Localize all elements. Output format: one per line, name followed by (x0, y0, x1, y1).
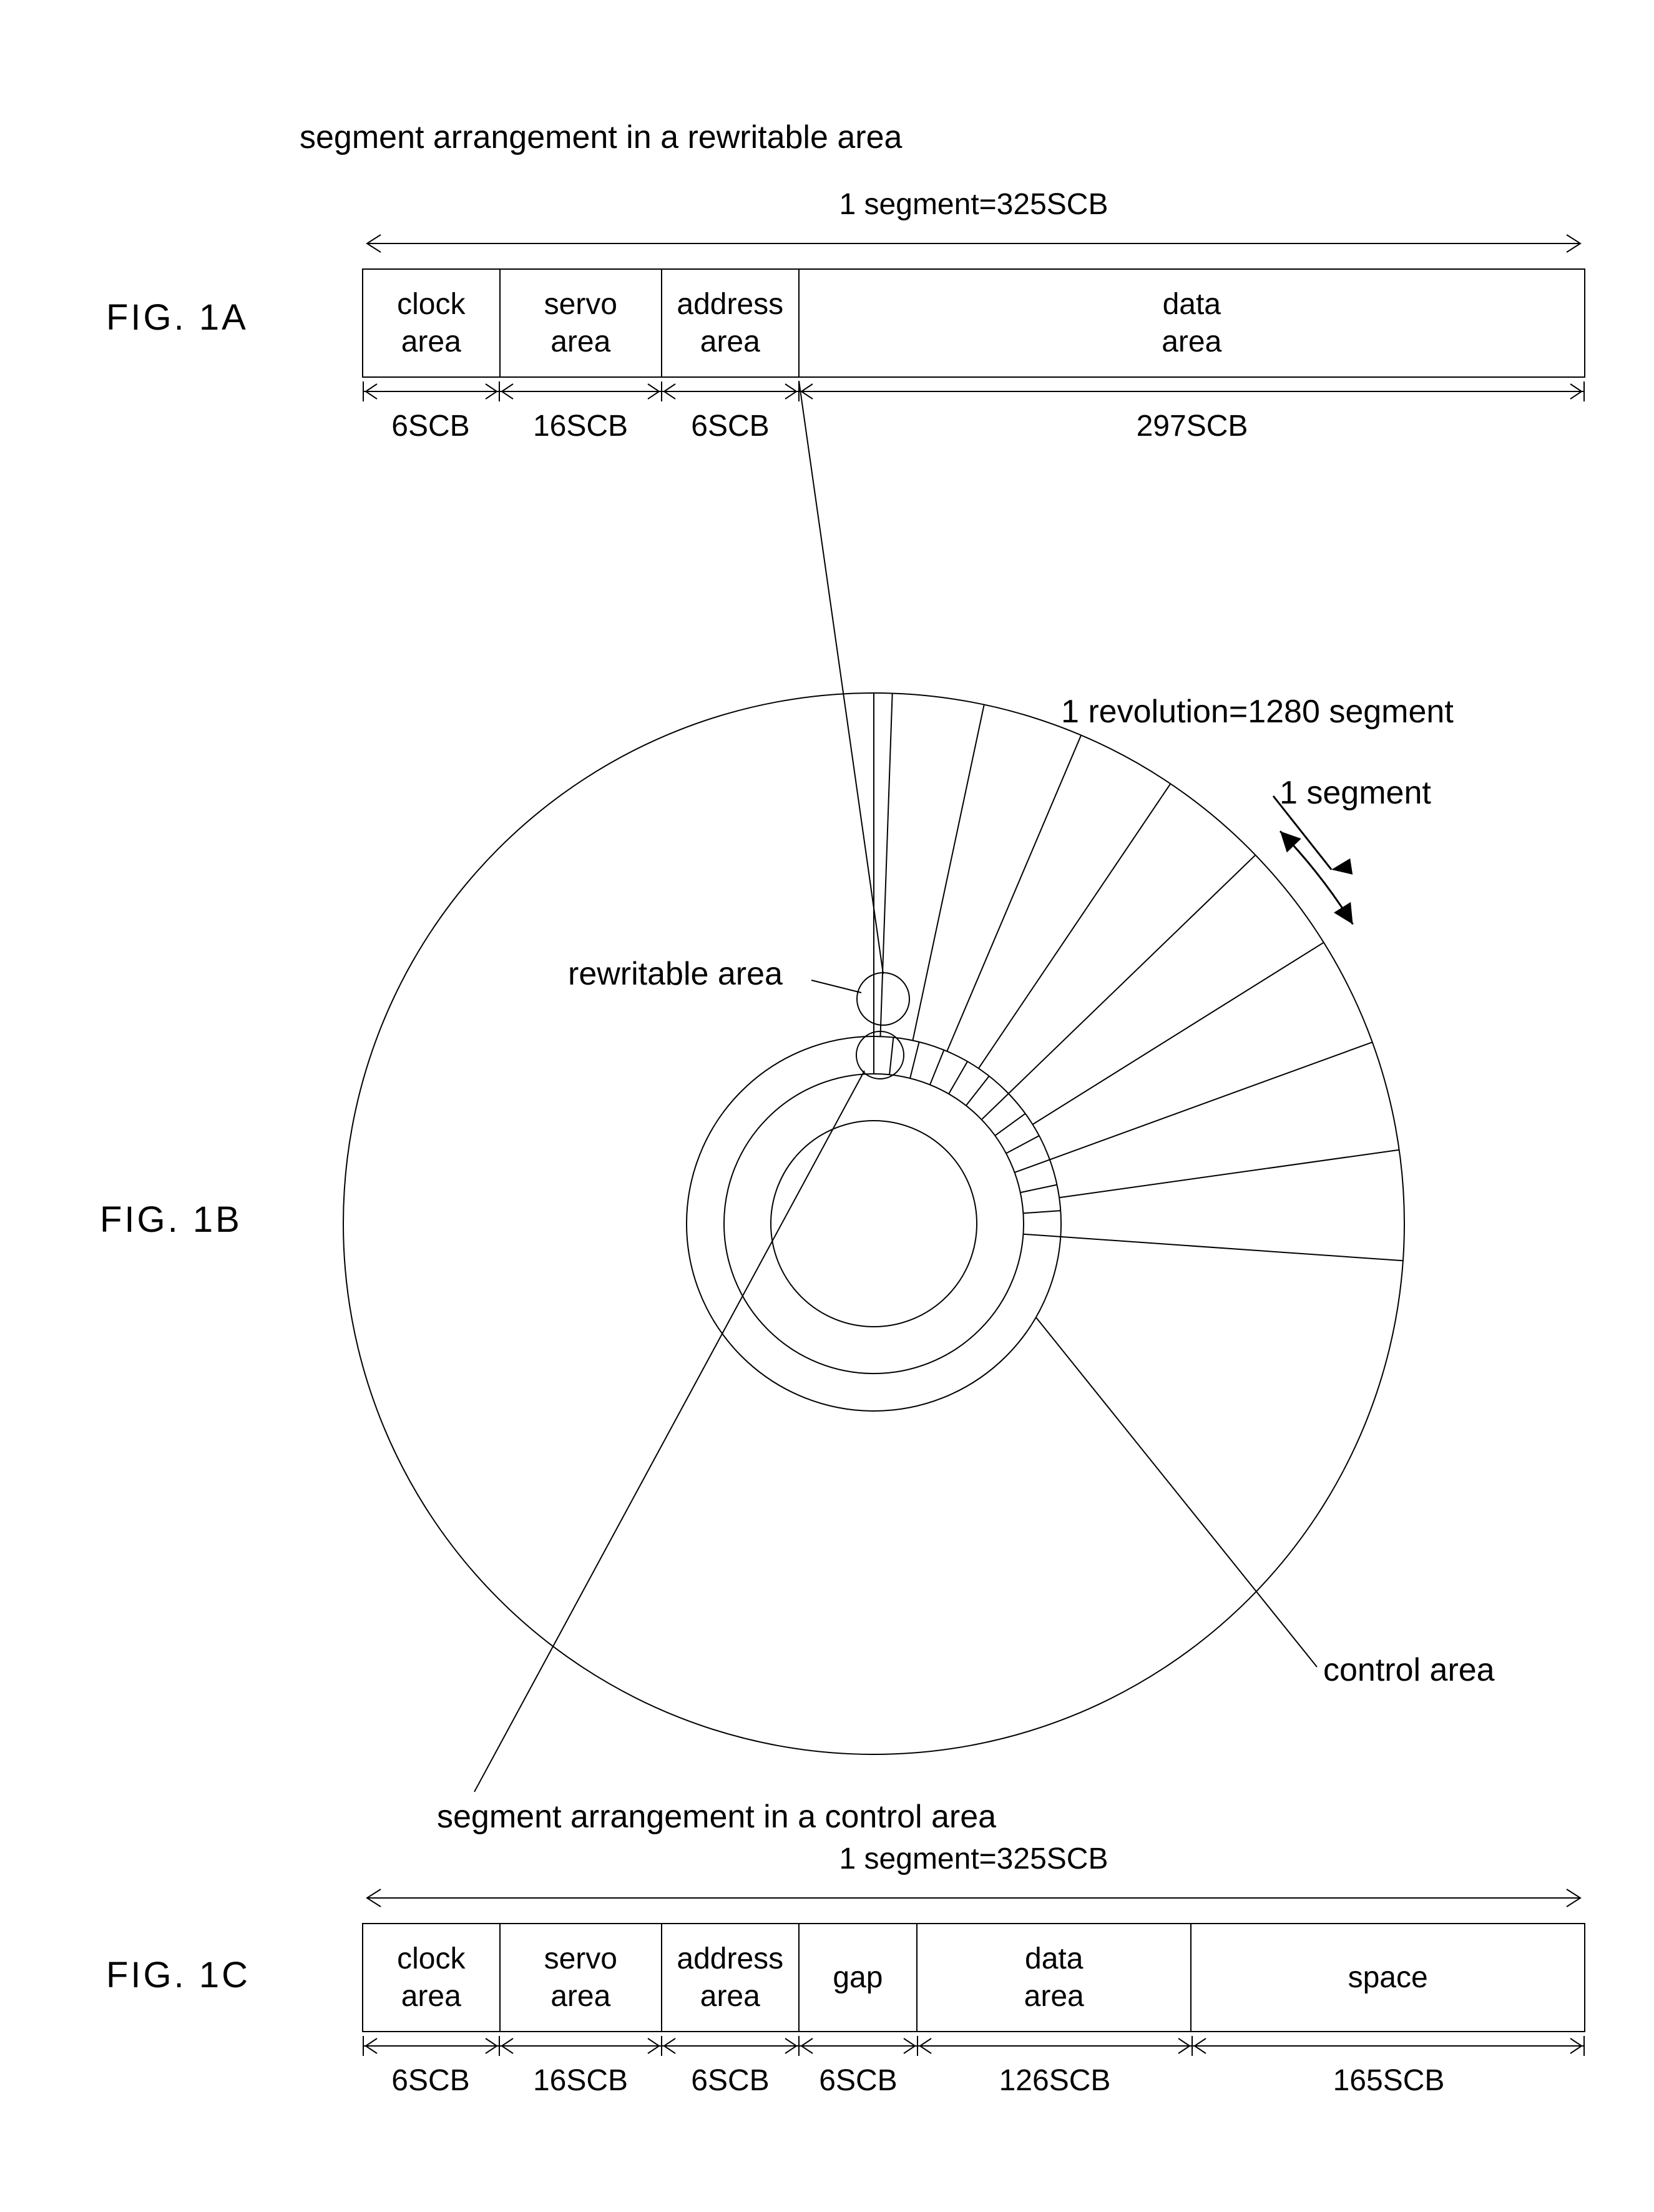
segment-cell: addressarea (662, 1924, 800, 2031)
cell-line2: area (401, 1978, 461, 2015)
scb-label: 126SCB (918, 2063, 1192, 2098)
cell-line1: space (1348, 1959, 1428, 1997)
figC-segment-table: clockareaservoareaaddressareagapdataarea… (362, 1923, 1585, 2032)
cell-line1: gap (833, 1959, 883, 1997)
scb-label: 6SCB (362, 2063, 499, 2098)
segment-label: 1 segment (1280, 774, 1431, 812)
cell-line2: area (551, 1978, 610, 2015)
cell-line1: clock (397, 1940, 465, 1978)
figC-caption: segment arrangement in a control area (437, 1798, 996, 1836)
figC-top-arrow (362, 1885, 1585, 1910)
cell-line1: servo (544, 1940, 617, 1978)
cell-line2: area (1024, 1978, 1084, 2015)
figC-row: clockareaservoareaaddressareagapdataarea… (363, 1924, 1584, 2031)
segment-cell: servoarea (501, 1924, 662, 2031)
revolution-label: 1 revolution=1280 segment (1061, 693, 1454, 730)
cell-line2: area (700, 1978, 760, 2015)
cell-line1: address (677, 1940, 783, 1978)
figC-label: FIG. 1C (106, 1954, 250, 1996)
control-area-label: control area (1323, 1651, 1495, 1689)
page-root: segment arrangement in a rewritable area… (37, 50, 1617, 2112)
segment-cell: clockarea (363, 1924, 501, 2031)
scb-label: 165SCB (1192, 2063, 1585, 2098)
scb-label: 16SCB (499, 2063, 662, 2098)
scb-label: 6SCB (799, 2063, 918, 2098)
rewritable-area-label: rewritable area (568, 955, 783, 993)
figC-bottom-arrow (362, 2032, 1585, 2063)
cell-line1: data (1025, 1940, 1083, 1978)
segment-cell: dataarea (918, 1924, 1192, 2031)
figC-total-label: 1 segment=325SCB (362, 1842, 1585, 1876)
scb-label: 6SCB (662, 2063, 799, 2098)
segment-cell: gap (800, 1924, 918, 2031)
segment-cell: space (1192, 1924, 1584, 2031)
